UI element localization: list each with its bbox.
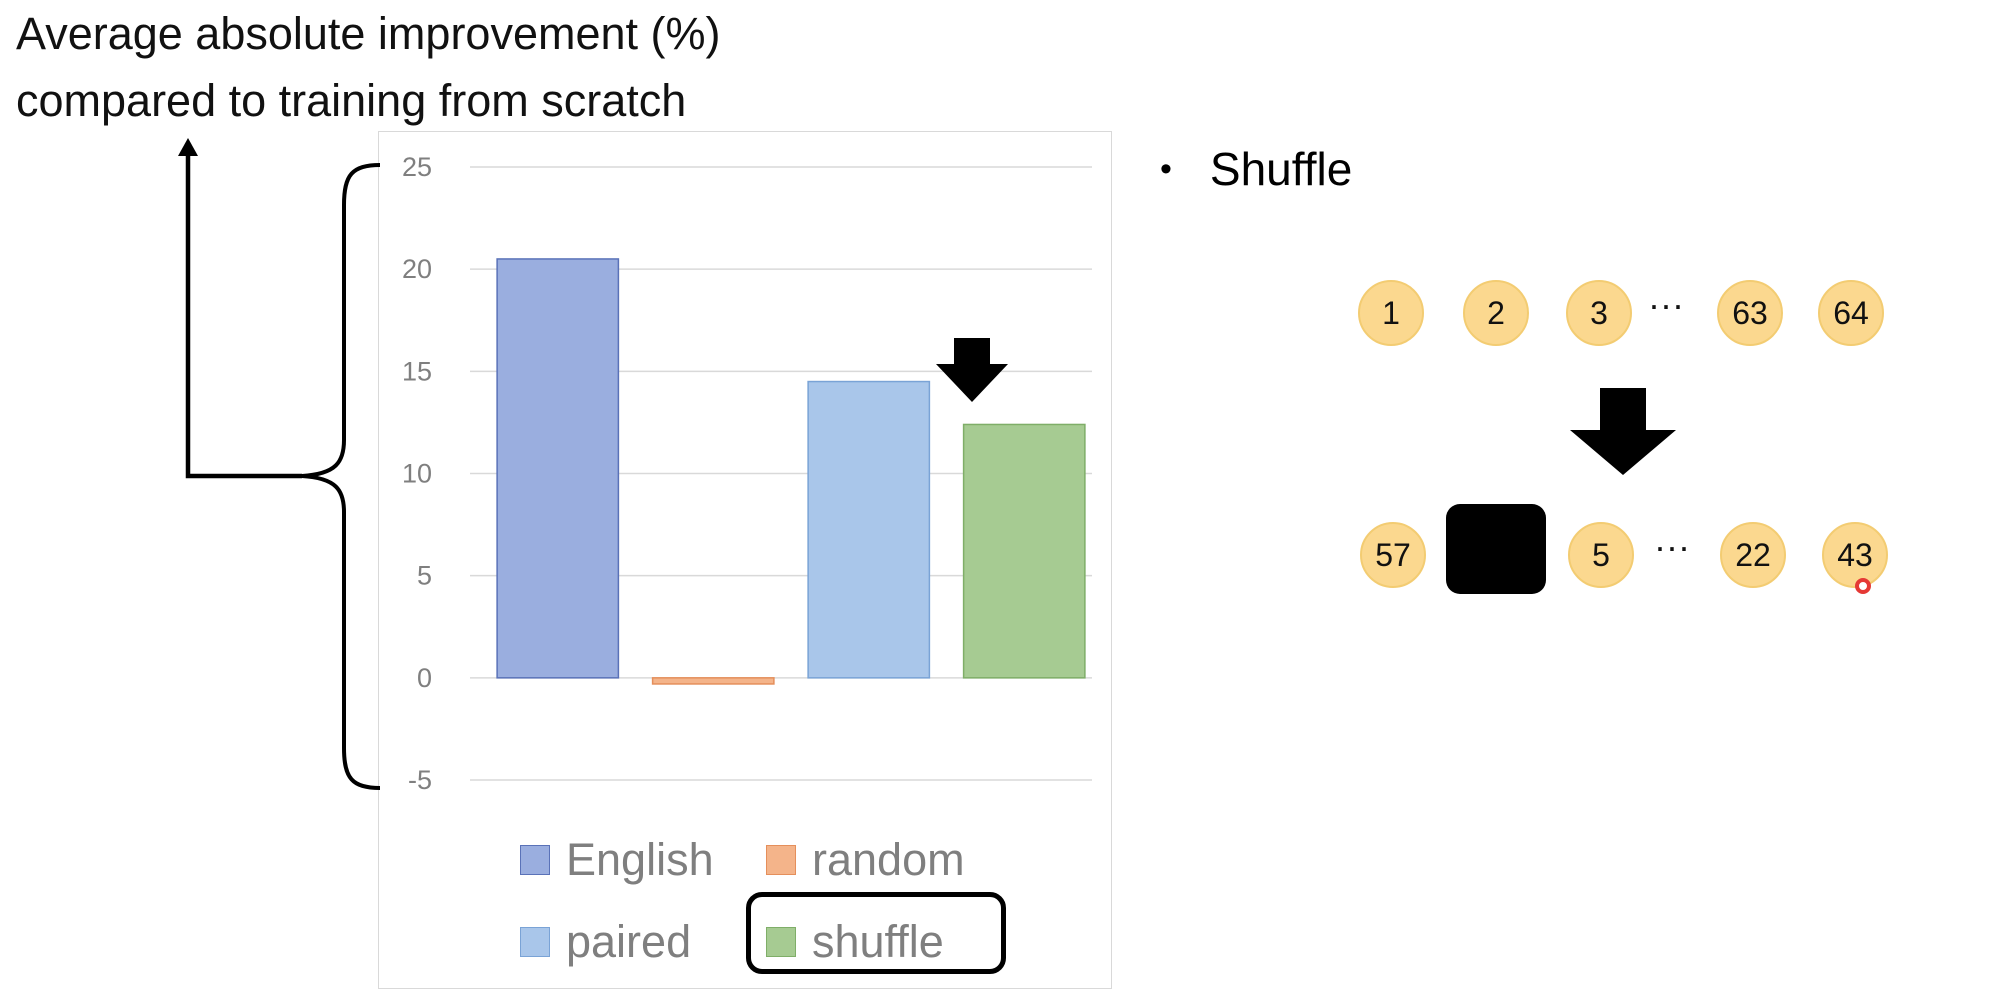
- ellipsis: ···: [1654, 526, 1690, 567]
- y-tick-label: 10: [402, 459, 432, 489]
- legend-highlight-box: [746, 892, 1006, 974]
- bar-paired: [807, 380, 931, 679]
- bar-random: [651, 677, 775, 685]
- bullet-label: Shuffle: [1209, 143, 1353, 195]
- token-circle: 5: [1568, 522, 1634, 588]
- legend-item-paired: paired: [520, 916, 691, 968]
- legend-label-shuffle: shuffle: [812, 916, 944, 967]
- legend-item-shuffle: shuffle: [766, 916, 944, 968]
- y-tick-label: 25: [402, 152, 432, 182]
- y-tick-label: 0: [417, 663, 432, 693]
- curly-brace: [301, 163, 381, 790]
- down-arrow-icon: [936, 338, 1008, 402]
- token-circle: 57: [1360, 522, 1426, 588]
- legend-label-paired: paired: [566, 916, 692, 967]
- legend-swatch-english: [520, 845, 550, 875]
- bar-shuffle: [962, 423, 1086, 679]
- legend-item-random: random: [766, 834, 965, 886]
- masked-token: [1446, 504, 1546, 594]
- chart-legend: English random paired shuffle: [378, 820, 1112, 985]
- token-circle: 43: [1822, 522, 1888, 588]
- legend-swatch-random: [766, 845, 796, 875]
- token-circle: 64: [1818, 280, 1884, 346]
- bullet-item: • Shuffle: [1160, 142, 1352, 196]
- legend-swatch-shuffle: [766, 927, 796, 957]
- bullet-dot-icon: •: [1160, 149, 1172, 188]
- legend-label-english: English: [566, 834, 714, 885]
- title-line-2: compared to training from scratch: [16, 75, 687, 126]
- token-circle: 1: [1358, 280, 1424, 346]
- legend-swatch-paired: [520, 927, 550, 957]
- y-tick-label: 5: [417, 561, 432, 591]
- chart-title: Average absolute improvement (%) compare…: [16, 0, 721, 134]
- y-tick-label: 15: [402, 356, 432, 386]
- y-tick-label: -5: [408, 765, 432, 795]
- up-arrow-icon: [178, 138, 198, 156]
- token-circle: 2: [1463, 280, 1529, 346]
- token-circle: 63: [1717, 280, 1783, 346]
- transform-arrow-icon: [1570, 388, 1676, 475]
- token-circle: 3: [1566, 280, 1632, 346]
- cursor-indicator-icon: [1855, 578, 1871, 594]
- token-circle: 22: [1720, 522, 1786, 588]
- y-tick-label: 20: [402, 254, 432, 284]
- ellipsis: ···: [1648, 284, 1684, 325]
- title-line-1: Average absolute improvement (%): [16, 8, 721, 59]
- bar-english: [496, 258, 620, 679]
- legend-item-english: English: [520, 834, 714, 886]
- connector-line: [185, 150, 302, 479]
- legend-label-random: random: [812, 834, 965, 885]
